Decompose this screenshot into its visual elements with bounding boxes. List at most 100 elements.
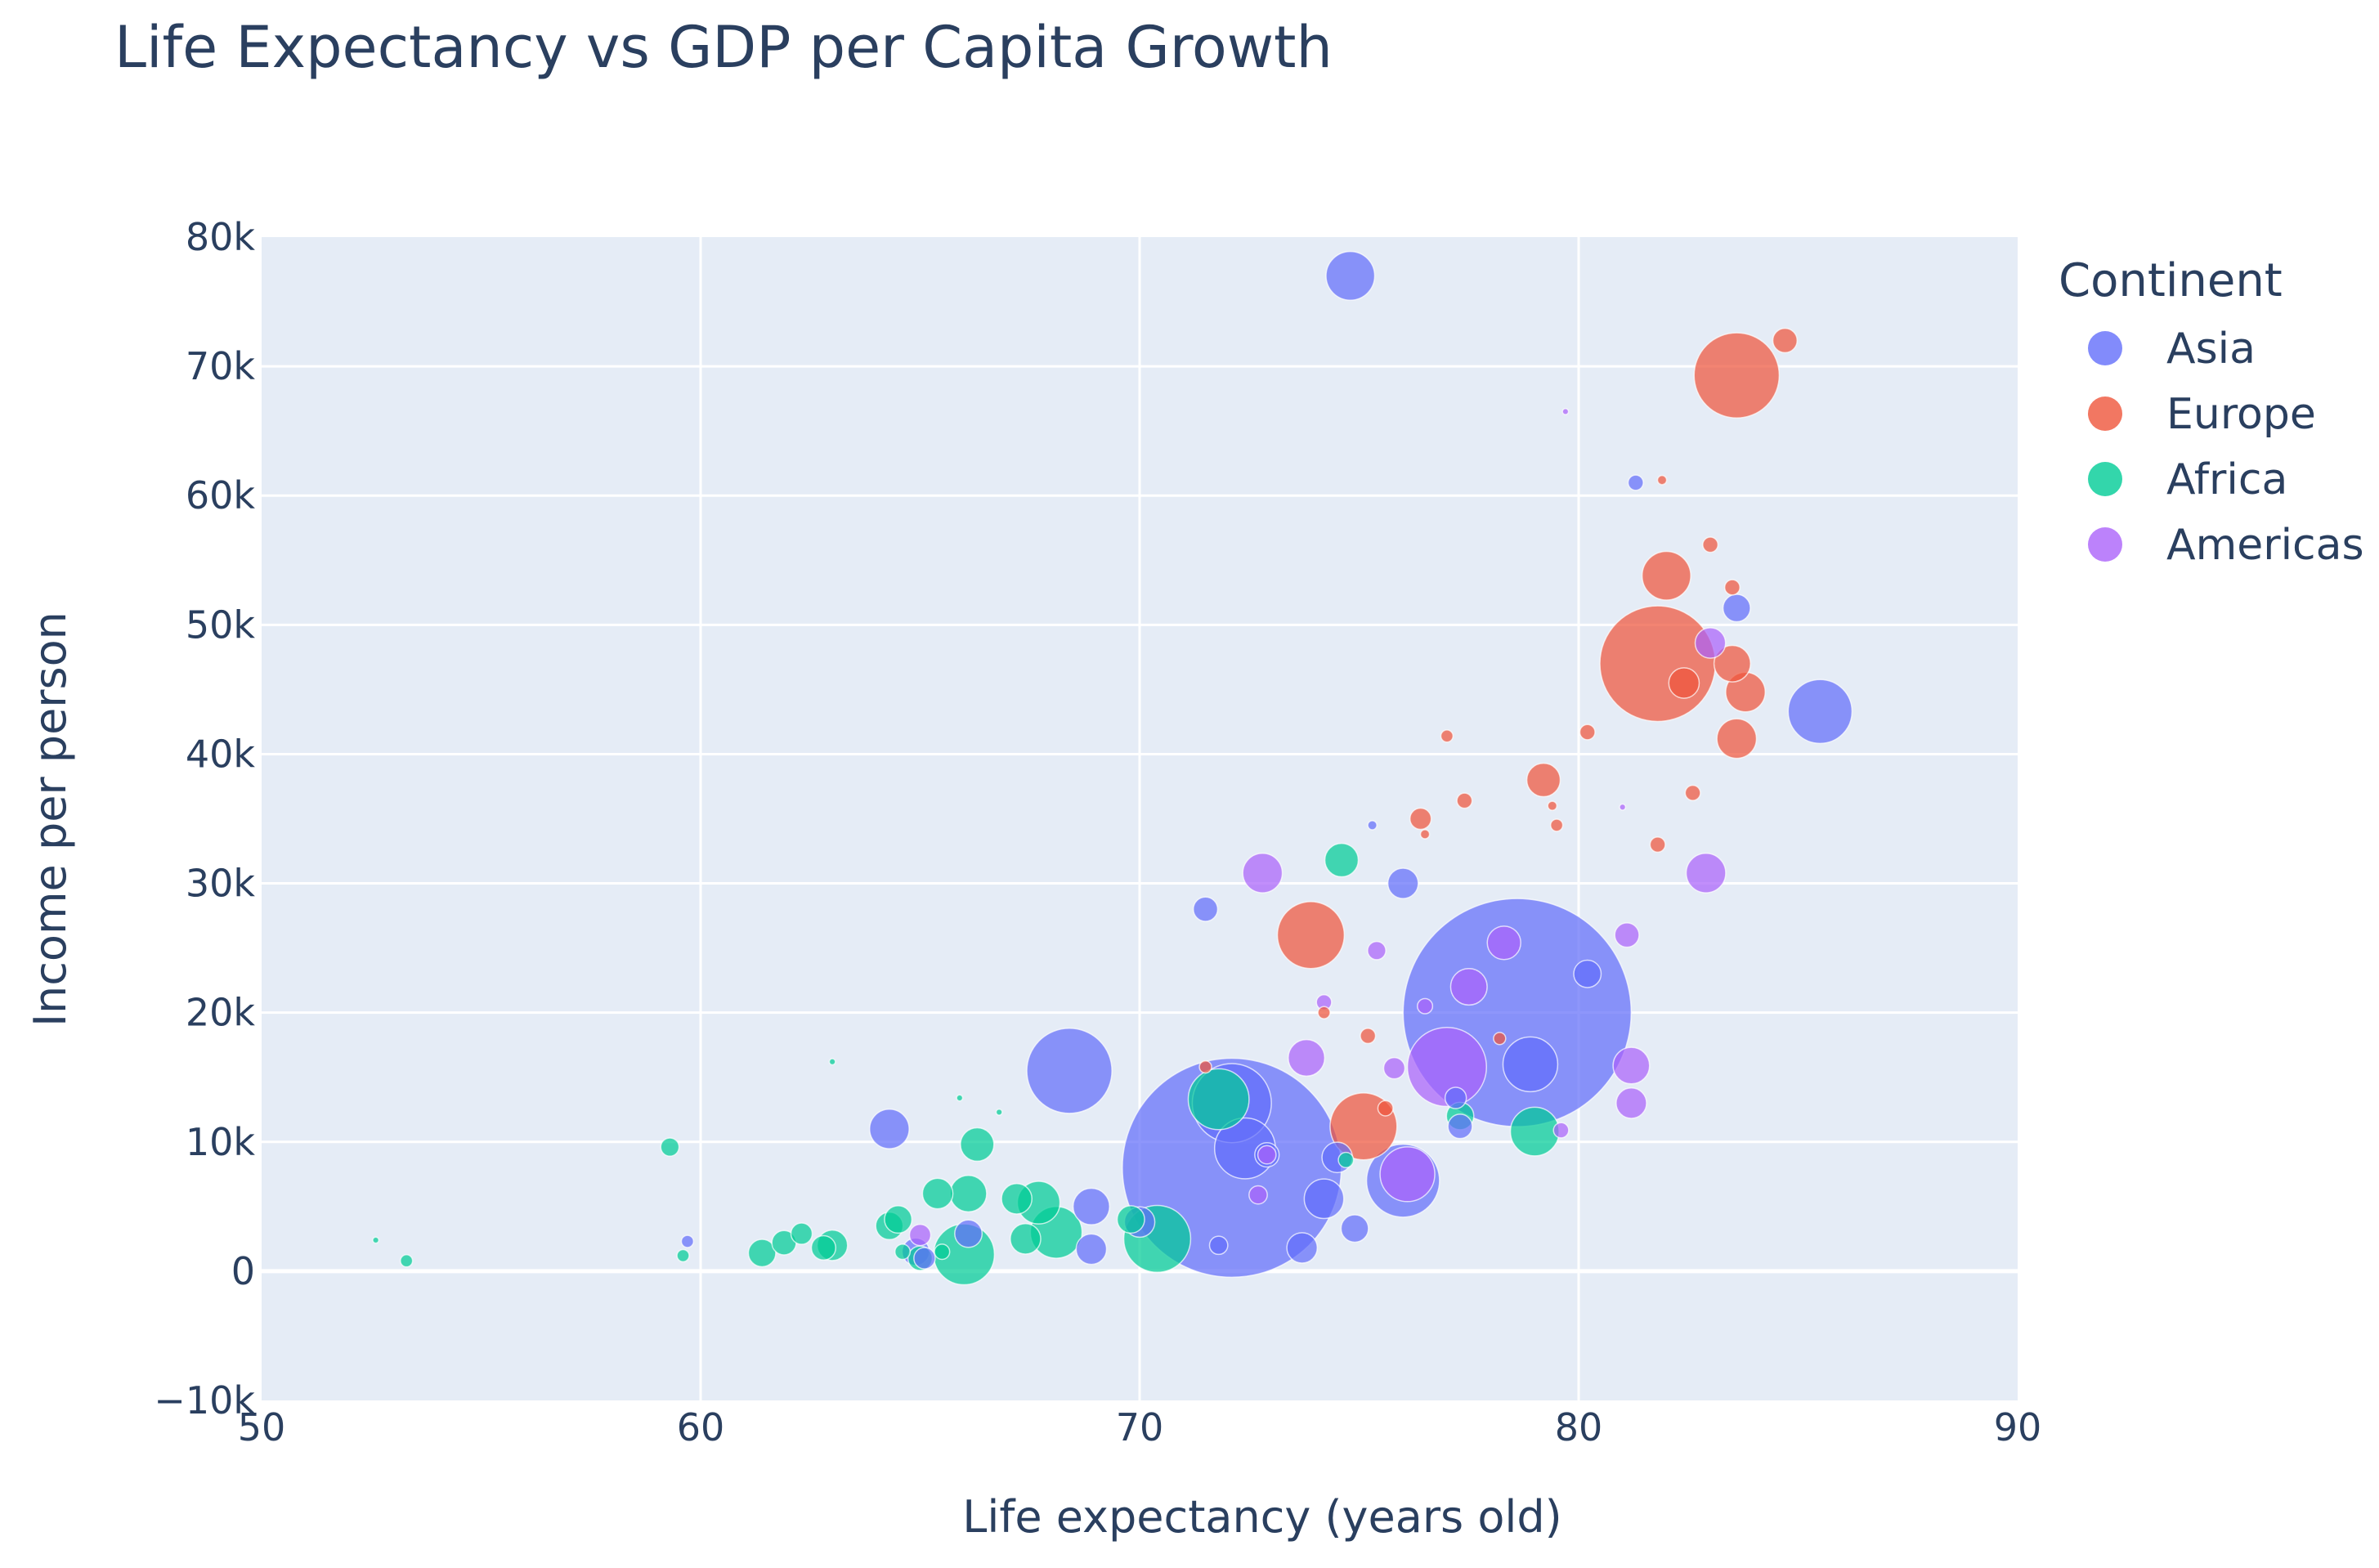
bubble-africa[interactable] [921,1177,954,1210]
bubble-asia[interactable] [913,1247,936,1270]
bubble-europe[interactable] [1360,1028,1377,1045]
bubble-europe[interactable] [1772,327,1799,354]
bubble-asia[interactable] [1387,867,1419,899]
bubble-europe[interactable] [1684,784,1701,801]
bubble-asia[interactable] [1447,1113,1473,1140]
bubble-africa[interactable] [1116,1205,1145,1234]
bubble-americas[interactable] [1406,1026,1488,1108]
bubble-americas[interactable] [1417,997,1434,1015]
bubble-europe[interactable] [1549,818,1564,832]
bubble-americas[interactable] [1257,1145,1277,1165]
bubble-africa[interactable] [676,1248,690,1263]
bubble-europe[interactable] [1716,718,1758,759]
bubble-asia[interactable] [1627,474,1644,491]
bubble-asia[interactable] [1286,1232,1319,1264]
bubble-asia[interactable] [1072,1187,1111,1225]
bubble-americas[interactable] [1367,940,1387,961]
legend-label-asia[interactable]: Asia [2166,325,2256,374]
bubble-americas[interactable] [1619,803,1627,811]
bubble-americas[interactable] [1449,967,1488,1006]
bubble-africa[interactable] [956,1094,964,1102]
bubble-europe[interactable] [1493,1032,1507,1046]
bubble-americas[interactable] [1287,1038,1326,1077]
bubble-asia[interactable] [954,1219,983,1248]
bubble-asia[interactable] [1026,1027,1113,1114]
bubble-africa[interactable] [810,1234,836,1261]
bubble-africa[interactable] [372,1236,380,1244]
bubble-asia[interactable] [1192,896,1219,922]
bubble-europe[interactable] [1456,792,1473,809]
bubble-africa[interactable] [1324,842,1360,878]
bubble-asia[interactable] [1722,594,1751,623]
bubble-americas[interactable] [1615,1086,1647,1119]
bubble-americas[interactable] [1552,1122,1570,1139]
bubble-americas[interactable] [1242,852,1284,894]
bubble-europe[interactable] [1419,829,1431,840]
bubble-asia[interactable] [1208,1235,1229,1256]
legend-label-africa[interactable]: Africa [2166,455,2287,504]
bubble-europe[interactable] [1668,667,1700,699]
bubble-europe[interactable] [1409,807,1432,831]
bubble-asia[interactable] [1502,1036,1559,1093]
bubble-asia[interactable] [1787,679,1853,745]
legend-label-europe[interactable]: Europe [2166,390,2316,439]
bubble-americas[interactable] [1486,925,1521,961]
bubble-europe[interactable] [1693,332,1781,419]
bubble-africa[interactable] [747,1239,777,1268]
bubble-europe[interactable] [1713,644,1752,683]
y-tick-label: 60k [186,473,256,517]
bubble-europe[interactable] [1649,836,1666,853]
bubble-americas[interactable] [1612,1046,1651,1085]
bubble-africa[interactable] [949,1174,988,1213]
bubble-asia[interactable] [1444,1086,1467,1109]
bubble-africa[interactable] [995,1108,1003,1116]
bubble-africa[interactable] [1337,1151,1355,1168]
bubble-europe[interactable] [1702,536,1719,553]
y-tick-label: 80k [186,215,256,259]
bubble-americas[interactable] [1685,852,1727,894]
bubble-americas[interactable] [1614,922,1640,948]
bubble-africa[interactable] [884,1205,913,1234]
y-tick-label: 30k [186,862,256,906]
bubble-europe[interactable] [1641,550,1691,601]
bubble-africa[interactable] [894,1243,912,1261]
bubble-europe[interactable] [1723,579,1741,596]
bubble-americas[interactable] [1694,627,1727,659]
bubble-africa[interactable] [934,1243,951,1261]
bubble-africa[interactable] [400,1254,414,1268]
bubble-americas[interactable] [1379,1146,1436,1203]
legend-label-americas[interactable]: Americas [2166,521,2364,570]
bubble-europe[interactable] [1440,729,1454,743]
bubble-europe[interactable] [1198,1060,1212,1074]
bubble-asia[interactable] [1340,1214,1369,1243]
bubble-europe[interactable] [1599,605,1717,723]
bubble-americas[interactable] [908,1223,932,1247]
bubble-africa[interactable] [1509,1106,1560,1157]
bubble-americas[interactable] [1561,407,1570,415]
legend: Continent Asia Europe Africa Americas [2059,254,2364,570]
bubble-asia[interactable] [680,1234,695,1248]
bubble-asia[interactable] [1573,959,1602,988]
bubble-europe[interactable] [1276,901,1346,970]
bubble-asia[interactable] [1075,1233,1108,1266]
bubble-americas[interactable] [1248,1185,1268,1205]
bubble-asia[interactable] [868,1109,910,1149]
bubble-asia[interactable] [1325,250,1376,301]
bubble-europe[interactable] [1377,1100,1394,1117]
bubble-africa[interactable] [1010,1223,1042,1255]
bubble-africa[interactable] [790,1222,813,1245]
bubble-americas[interactable] [1382,1056,1406,1080]
bubble-africa[interactable] [1001,1182,1033,1215]
bubble-europe[interactable] [1526,762,1561,798]
bubble-europe[interactable] [1317,1006,1331,1019]
bubble-africa[interactable] [660,1137,680,1158]
bubble-asia[interactable] [1303,1178,1345,1220]
bubble-africa[interactable] [828,1058,836,1066]
bubble-europe[interactable] [1656,474,1668,486]
bubble-europe[interactable] [1579,724,1596,741]
bubble-asia[interactable] [1367,820,1378,831]
bubble-africa[interactable] [1187,1068,1250,1131]
bubble-europe[interactable] [1547,800,1558,812]
bubble-africa[interactable] [960,1127,995,1163]
